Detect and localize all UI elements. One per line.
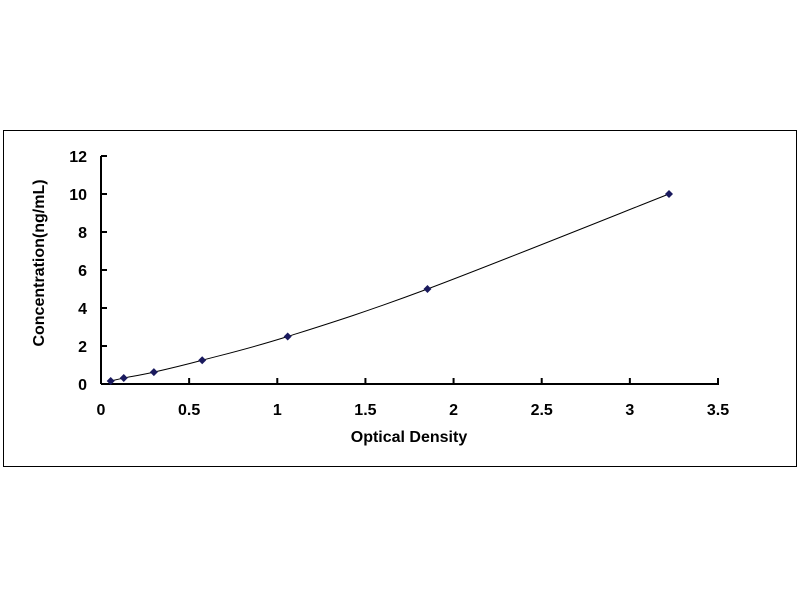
data-point-marker xyxy=(198,356,207,365)
x-tick-label: 1.5 xyxy=(354,402,376,419)
x-tick-label: 2.5 xyxy=(531,402,553,419)
y-axis-label: Concentration(ng/mL) xyxy=(31,179,48,346)
y-tick-label: 2 xyxy=(78,339,87,356)
x-tick-label: 0.5 xyxy=(178,402,200,419)
chart-frame xyxy=(3,130,797,467)
y-tick-label: 6 xyxy=(78,263,87,280)
data-point-marker xyxy=(423,285,432,293)
y-tick-label: 12 xyxy=(69,149,87,166)
x-axis-label: Optical Density xyxy=(351,429,468,446)
data-point-marker xyxy=(149,368,158,377)
x-tick-label: 0 xyxy=(97,402,106,419)
y-tick-label: 4 xyxy=(78,301,87,318)
y-tick-label: 0 xyxy=(78,377,87,394)
x-tick-label: 2 xyxy=(449,402,458,419)
x-tick-label: 3 xyxy=(625,402,634,419)
x-tick-label: 1 xyxy=(273,402,282,419)
data-point-marker xyxy=(283,332,292,341)
data-point-marker xyxy=(664,190,673,198)
x-tick-label: 3.5 xyxy=(707,402,729,419)
y-tick-label: 10 xyxy=(69,187,87,204)
y-tick-label: 8 xyxy=(78,225,87,242)
data-point-marker xyxy=(119,374,128,383)
fit-curve xyxy=(110,193,670,382)
data-point-marker xyxy=(106,377,115,386)
